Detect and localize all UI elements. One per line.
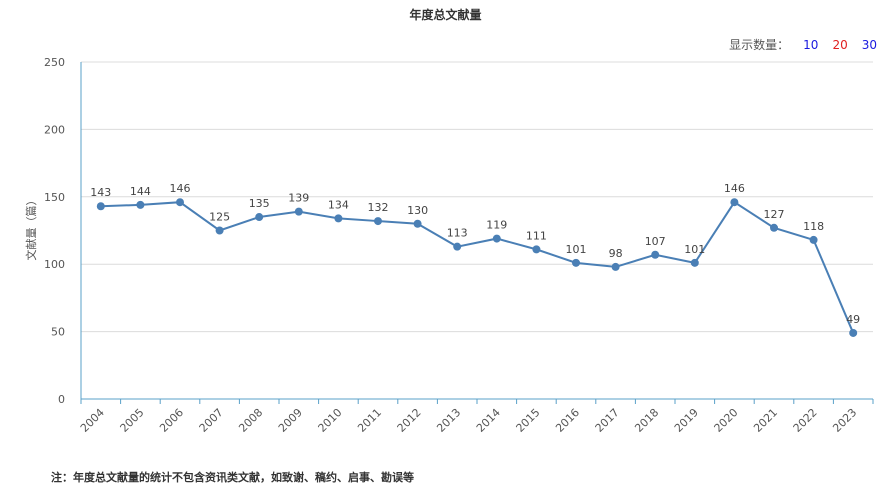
x-tick-label: 2009 [276,406,305,435]
chart-title: 年度总文献量 [409,8,482,22]
data-point [572,258,580,267]
x-tick-label: 2011 [355,406,384,435]
data-point [809,235,818,244]
y-tick-label: 200 [44,123,65,136]
data-point [651,250,660,259]
x-tick-label: 2005 [118,406,147,435]
data-point [96,202,105,211]
x-tick-label: 2022 [791,406,820,435]
data-label: 134 [328,198,349,211]
data-label: 130 [407,204,428,217]
x-tick-label: 2023 [830,406,859,435]
count-option-10[interactable]: 10 [803,37,819,52]
data-point [374,217,382,226]
y-tick-label: 0 [58,393,65,406]
data-label: 118 [803,220,824,233]
x-tick-label: 2006 [157,406,186,435]
y-tick-label: 150 [44,191,65,204]
y-axis-ticks: 0 50 100 150 200 250 [44,56,65,406]
count-option-30[interactable]: 30 [861,37,877,52]
data-label: 125 [209,211,230,224]
display-count-label: 显示数量： [729,38,790,52]
footnote: 注：年度总文献量的统计不包含资讯类文献，如致谢、稿约、启事、勘误等 [51,471,414,484]
x-tick-label: 2015 [514,406,543,435]
data-label: 146 [170,182,191,195]
data-point [255,213,264,222]
data-point [215,226,224,235]
data-points [96,198,858,337]
x-tick-label: 2018 [632,406,661,435]
data-point [492,234,501,243]
data-label: 135 [249,197,270,210]
data-point [413,219,422,228]
data-label: 107 [645,235,666,248]
data-label: 98 [609,247,623,260]
display-count-selector: 显示数量： 10 20 30 [729,36,877,53]
data-point [770,223,778,232]
x-tick-label: 2016 [553,406,582,435]
x-tick-label: 2004 [78,406,107,435]
x-tick-label: 2007 [197,406,226,435]
data-point [334,214,343,223]
x-tick-label: 2012 [395,406,424,435]
data-label: 101 [684,243,705,256]
data-point [730,198,739,207]
data-label: 143 [90,186,111,199]
data-point [690,258,699,267]
data-point [611,262,620,271]
x-axis-ticks: 2004 2005 2006 2007 2008 2009 2010 2011 2012 2013… [78,399,874,435]
data-point [294,207,303,216]
x-tick-label: 2013 [434,406,463,435]
data-point [136,200,145,209]
data-labels: 143 144 146 125 135 139 134 132 130 113 119 111 101 9… [90,182,860,326]
y-axis-title: 文献量（篇） [24,195,38,261]
data-label: 127 [764,208,785,221]
data-point [176,198,184,207]
x-tick-label: 2021 [751,406,780,435]
data-label: 132 [368,201,389,214]
x-tick-label: 2019 [672,406,701,435]
y-tick-label: 250 [44,56,65,69]
data-label: 113 [447,227,468,240]
x-tick-label: 2020 [712,406,741,435]
y-tick-label: 100 [44,258,65,271]
y-tick-label: 50 [51,326,65,339]
count-option-20[interactable]: 20 [832,37,848,52]
data-label: 101 [566,243,587,256]
data-label: 144 [130,185,151,198]
data-label: 111 [526,229,547,242]
series-line [100,200,855,334]
data-label: 139 [288,192,309,205]
data-point [849,328,858,337]
data-label: 119 [486,219,507,232]
x-tick-label: 2017 [593,406,622,435]
data-point [532,245,541,254]
x-tick-label: 2008 [236,406,265,435]
data-label: 49 [846,313,860,326]
data-point [453,242,462,251]
x-tick-label: 2014 [474,406,503,435]
x-tick-label: 2010 [316,406,345,435]
data-label: 146 [724,182,745,195]
grid-lines [81,61,873,333]
